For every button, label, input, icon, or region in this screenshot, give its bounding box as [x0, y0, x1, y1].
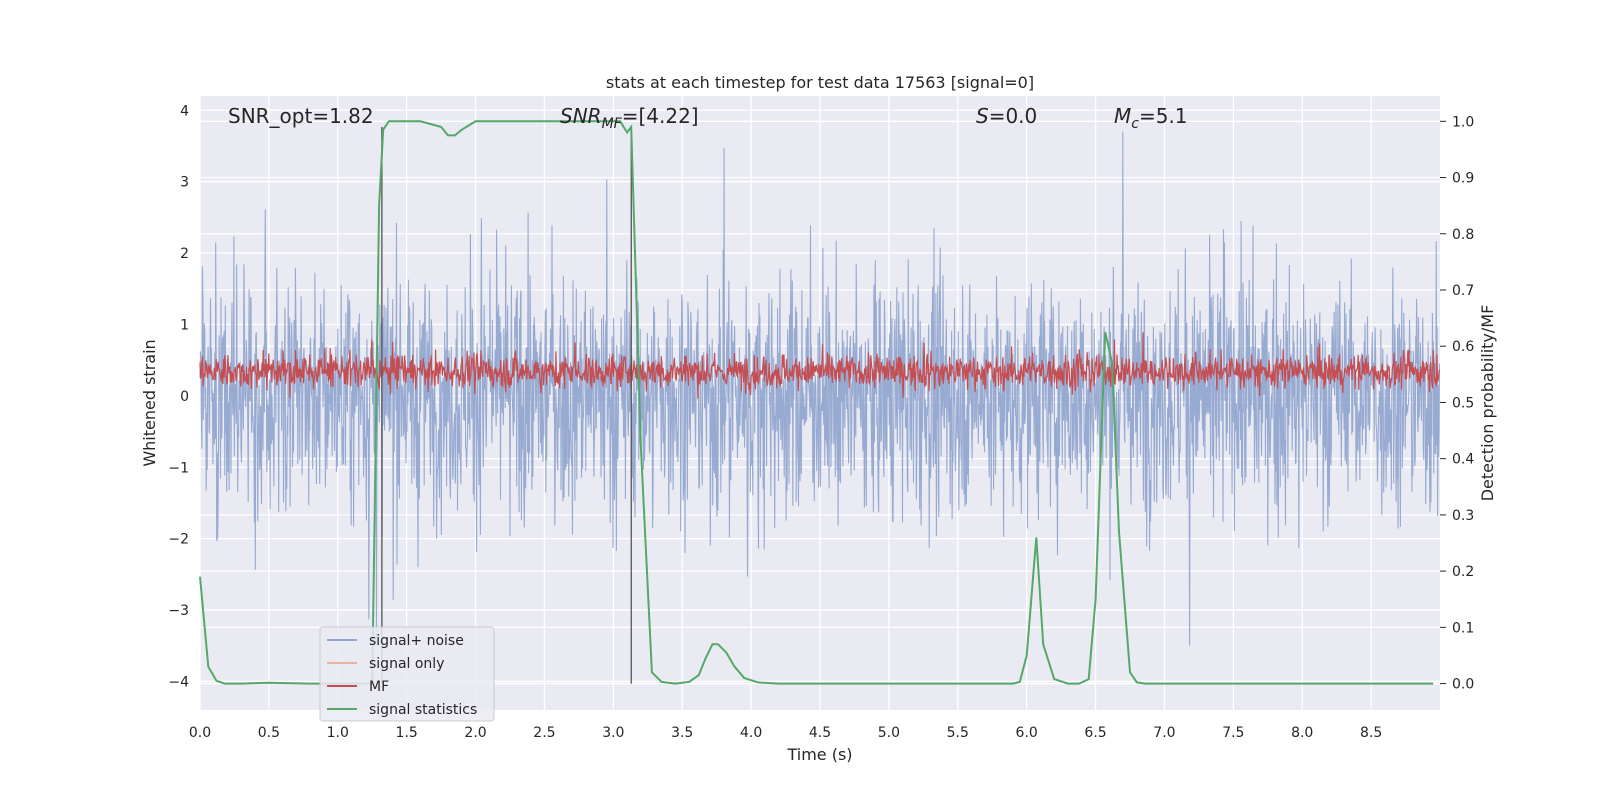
- annotation-snr-opt: SNR_opt=1.82: [228, 104, 374, 128]
- series-signal-statistics: [199, 120, 1434, 685]
- series-signal-noise: [199, 131, 1441, 646]
- y-left-tick-7: 3: [180, 175, 189, 191]
- vertical-markers: [381, 126, 632, 684]
- annotation-mc-main: M: [1114, 104, 1131, 128]
- signal-noise-line: [199, 131, 1441, 646]
- y-right-tick-9: 0.9: [1452, 171, 1474, 187]
- mf-line: [199, 332, 1440, 399]
- y-right-tick-8: 0.8: [1452, 227, 1474, 243]
- annotation-mc-sub: c: [1131, 116, 1139, 132]
- legend-label-signal-noise: signal+ noise: [369, 633, 464, 649]
- x-tick-14: 7.0: [1153, 725, 1175, 741]
- y-left-tick-5: 1: [180, 317, 189, 333]
- annotation-snr-mf-main: SNR: [560, 104, 602, 128]
- annotation-mc: Mc=5.1: [1114, 104, 1188, 132]
- x-tick-12: 6.0: [1016, 725, 1038, 741]
- x-tick-5: 2.5: [533, 725, 555, 741]
- x-tick-4: 2.0: [464, 725, 486, 741]
- legend-label-mf: MF: [369, 679, 389, 695]
- y-left-tick-1: −3: [168, 603, 189, 619]
- y-left-tick-6: 2: [180, 246, 189, 262]
- x-tick-10: 5.0: [878, 725, 900, 741]
- annotation-s-main: S: [976, 104, 989, 128]
- y-right-tick-6: 0.6: [1452, 339, 1474, 355]
- x-tick-7: 3.5: [671, 725, 693, 741]
- y-axis-left-ticks: −4 −3 −2 −1 0 1 2 3 4: [168, 103, 189, 690]
- y-left-tick-4: 0: [180, 389, 189, 405]
- y-left-tick-3: −1: [168, 460, 189, 476]
- y-left-tick-0: −4: [168, 674, 189, 690]
- annotations: SNR_opt=1.82 SNRMF=[4.22] S=0.0 Mc=5.1: [228, 104, 1188, 132]
- signal-statistics-line: [199, 120, 1434, 685]
- y-right-tick-1: 0.1: [1452, 620, 1474, 636]
- x-tick-16: 8.0: [1291, 725, 1313, 741]
- y-axis-left-label: Whitened strain: [140, 339, 159, 466]
- chart-title: stats at each timestep for test data 175…: [606, 73, 1034, 92]
- legend-label-signal-statistics: signal statistics: [369, 702, 477, 718]
- x-tick-3: 1.5: [396, 725, 418, 741]
- x-axis-ticks: 0.0 0.5 1.0 1.5 2.0 2.5 3.0 3.5 4.0 4.5 5.0 5.5 6.0 6…: [189, 725, 1382, 741]
- x-axis-label: Time (s): [786, 745, 852, 764]
- annotation-snr-mf: SNRMF=[4.22]: [560, 104, 699, 132]
- y-axis-right-label: Detection probability/MF: [1478, 305, 1497, 502]
- x-tick-1: 0.5: [258, 725, 280, 741]
- y-right-tick-5: 0.5: [1452, 395, 1474, 411]
- annotation-mc-rest: =5.1: [1139, 104, 1188, 128]
- y-right-tick-3: 0.3: [1452, 508, 1474, 524]
- legend: signal+ noise signal only MF signal stat…: [319, 626, 495, 722]
- y-right-tick-10: 1.0: [1452, 114, 1474, 130]
- x-tick-6: 3.0: [602, 725, 624, 741]
- annotation-s: S=0.0: [976, 104, 1037, 128]
- series-mf: [199, 332, 1440, 399]
- annotation-snr-mf-rest: =[4.22]: [622, 104, 699, 128]
- annotation-snr-mf-sub: MF: [602, 116, 623, 132]
- x-tick-9: 4.5: [809, 725, 831, 741]
- legend-label-signal-only: signal only: [369, 656, 444, 672]
- x-tick-15: 7.5: [1222, 725, 1244, 741]
- x-tick-17: 8.5: [1360, 725, 1382, 741]
- x-tick-11: 5.5: [947, 725, 969, 741]
- x-tick-8: 4.0: [740, 725, 762, 741]
- y-right-tick-7: 0.7: [1452, 283, 1474, 299]
- y-right-tick-2: 0.2: [1452, 564, 1474, 580]
- x-tick-0: 0.0: [189, 725, 211, 741]
- y-left-tick-8: 4: [180, 103, 189, 119]
- x-tick-13: 6.5: [1084, 725, 1106, 741]
- x-tick-2: 1.0: [327, 725, 349, 741]
- y-axis-right-ticks: 0.0 0.1 0.2 0.3 0.4 0.5 0.6 0.7 0.8 0.9 1.0: [1440, 114, 1474, 693]
- y-right-tick-0: 0.0: [1452, 677, 1474, 693]
- y-left-tick-2: −2: [168, 532, 189, 548]
- y-right-tick-4: 0.4: [1452, 452, 1474, 468]
- annotation-s-rest: =0.0: [989, 104, 1038, 128]
- legend-box: [319, 626, 495, 722]
